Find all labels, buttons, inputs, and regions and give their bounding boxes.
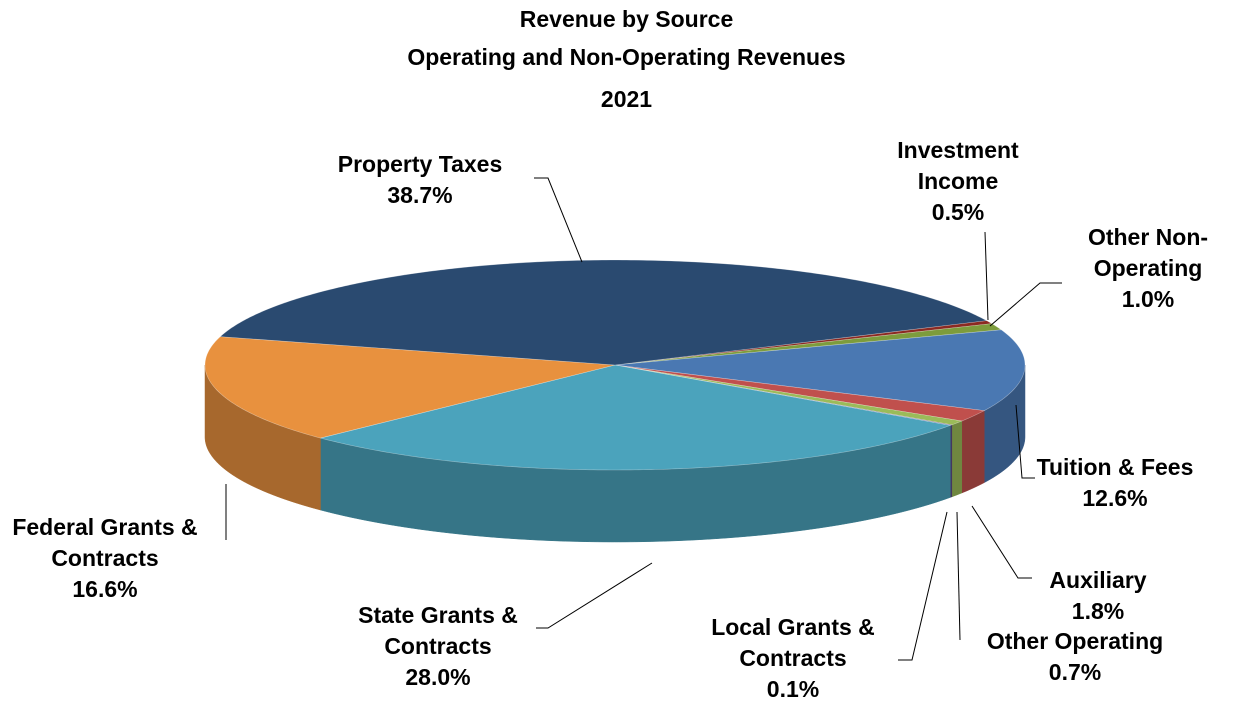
- leader-line: [898, 511, 948, 661]
- leader-line: [1015, 404, 1035, 479]
- slice-label: State Grants & Contracts: [358, 602, 518, 659]
- slice-value-label: 28.0%: [405, 664, 471, 690]
- slice-value-label: 0.7%: [1048, 659, 1102, 685]
- chart-title: Revenue by Source: [519, 6, 734, 32]
- slice-label: Federal Grants & Contracts: [12, 514, 198, 571]
- leader-line: [984, 231, 989, 321]
- slice-label: Auxiliary: [1049, 567, 1147, 593]
- slice: [320, 364, 952, 471]
- slice-sides: [204, 364, 1026, 543]
- slice-value-label: 12.6%: [1082, 485, 1148, 511]
- leader-line: [989, 282, 1062, 327]
- slice-side: [961, 410, 985, 494]
- slice-label: Other Non-Operating: [1087, 224, 1209, 281]
- slice: [614, 364, 963, 426]
- slice-label: Local Grants & Contracts: [711, 614, 875, 671]
- slice: [614, 364, 986, 422]
- chart-year: 2021: [600, 86, 653, 112]
- slice-value-label: 1.8%: [1071, 598, 1125, 624]
- slice-tops: [204, 259, 1026, 471]
- slice: [614, 329, 1026, 411]
- leader-line: [971, 505, 1032, 579]
- leader-lines: [225, 177, 1062, 661]
- slice-side: [204, 364, 321, 511]
- slice-value-label: 16.6%: [72, 576, 138, 602]
- leader-line: [536, 562, 653, 629]
- slice-value-label: 1.0%: [1121, 286, 1175, 312]
- slice-value-label: 38.7%: [387, 182, 453, 208]
- slice-label: Investment Income: [897, 137, 1019, 194]
- leader-line: [534, 177, 583, 263]
- slice-side: [951, 420, 963, 498]
- slice-value-label: 0.5%: [931, 199, 985, 225]
- slice: [614, 364, 953, 426]
- slice-label: Property Taxes: [337, 151, 503, 177]
- slice-label: Other Operating: [986, 628, 1164, 654]
- chart-subtitle: Operating and Non-Operating Revenues: [407, 44, 846, 70]
- slice: [204, 336, 616, 439]
- slice-value-label: 0.1%: [766, 676, 820, 702]
- slice-label: Tuition & Fees: [1036, 454, 1194, 480]
- leader-line: [956, 511, 961, 641]
